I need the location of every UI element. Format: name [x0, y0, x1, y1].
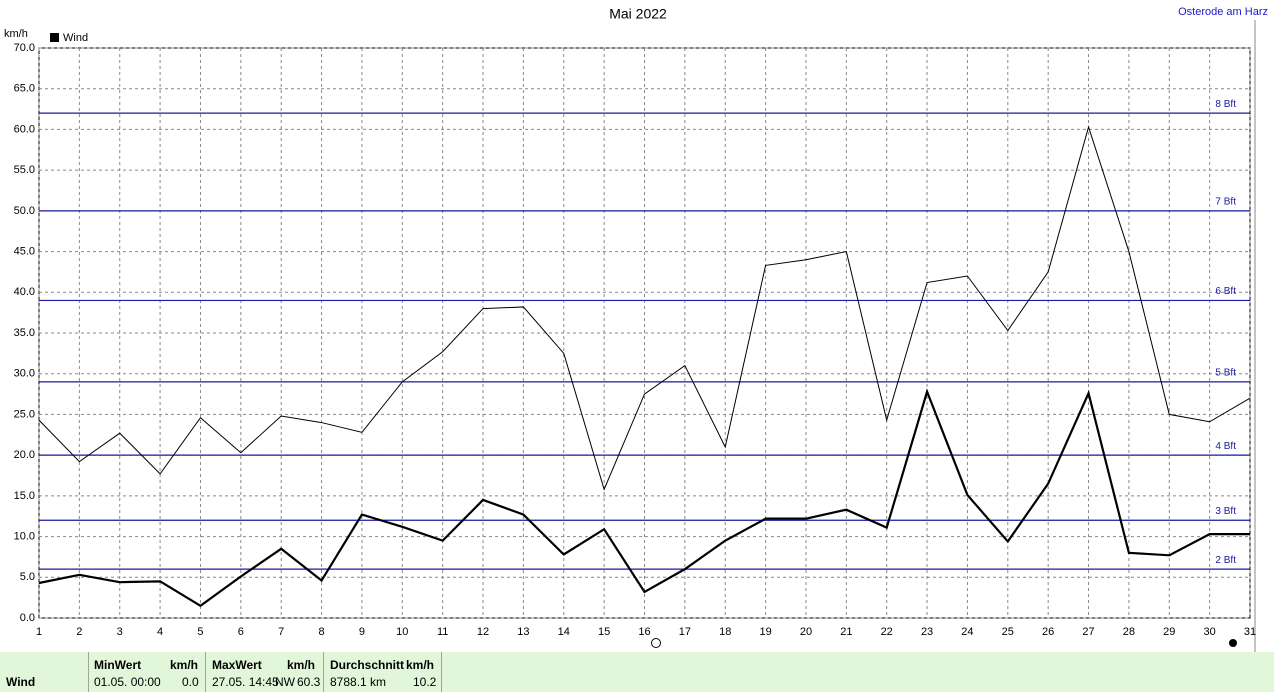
x-tick-label: 31 — [1244, 626, 1256, 638]
y-tick-label: 55.0 — [14, 164, 35, 176]
reference-label: 3 Bft — [1215, 506, 1236, 517]
x-tick-label: 13 — [517, 626, 529, 638]
x-tick-label: 6 — [238, 626, 244, 638]
x-tick-label: 25 — [1002, 626, 1014, 638]
x-tick-label: 26 — [1042, 626, 1054, 638]
separator — [88, 652, 89, 692]
x-tick-label: 9 — [359, 626, 365, 638]
x-tick-label: 7 — [278, 626, 284, 638]
x-tick-label: 1 — [36, 626, 42, 638]
x-tick-label: 14 — [558, 626, 570, 638]
icon — [651, 638, 661, 648]
x-tick-label: 15 — [598, 626, 610, 638]
x-tick-label: 18 — [719, 626, 731, 638]
y-tick-label: 40.0 — [14, 286, 35, 298]
y-tick-label: 0.0 — [20, 612, 35, 624]
reference-label: 4 Bft — [1215, 441, 1236, 452]
min-value: 0.0 — [182, 675, 199, 689]
y-tick-label: 60.0 — [14, 123, 35, 135]
avg-unit: km/h — [406, 658, 435, 672]
reference-label: 8 Bft — [1215, 99, 1236, 110]
chart-title: Mai 2022 — [609, 6, 667, 22]
footer: Wind MinWert km/h 01.05. 00:00 0.0 MaxWe… — [0, 652, 1274, 692]
x-tick-label: 22 — [881, 626, 893, 638]
x-tick-label: 2 — [76, 626, 82, 638]
x-tick-label: 27 — [1082, 626, 1094, 638]
x-tick-label: 11 — [437, 626, 448, 638]
avg-head: Durchschnitt — [330, 658, 405, 672]
max-dir: NW — [275, 675, 295, 689]
max-unit: km/h — [287, 658, 316, 672]
x-tick-label: 23 — [921, 626, 933, 638]
x-tick-label: 29 — [1163, 626, 1175, 638]
y-tick-label: 10.0 — [14, 530, 35, 542]
series-line — [38, 388, 1250, 608]
x-tick-label: 17 — [679, 626, 691, 638]
x-tick-label: 5 — [197, 626, 203, 638]
y-tick-label: 65.0 — [14, 83, 35, 95]
avg-value: 10.2 — [413, 675, 437, 689]
x-tick-label: 16 — [638, 626, 650, 638]
x-tick-label: 10 — [396, 626, 408, 638]
legend-label: Wind — [63, 32, 88, 44]
y-unit: km/h — [4, 28, 28, 40]
y-tick-label: 20.0 — [14, 449, 35, 461]
row-label: Wind — [6, 675, 36, 689]
x-tick-label: 3 — [117, 626, 123, 638]
y-tick-label: 70.0 — [14, 42, 35, 54]
x-tick-label: 21 — [840, 626, 852, 638]
reference-label: 6 Bft — [1215, 286, 1236, 297]
separator — [205, 652, 206, 692]
legend-swatch — [50, 33, 59, 42]
x-tick-label: 30 — [1204, 626, 1216, 638]
separator — [323, 652, 324, 692]
y-tick-label: 15.0 — [14, 490, 35, 502]
avg-distance: 8788.1 km — [330, 675, 387, 689]
series-line — [38, 125, 1251, 491]
x-tick-label: 8 — [319, 626, 325, 638]
x-tick-label: 19 — [759, 626, 771, 638]
min-unit: km/h — [170, 658, 199, 672]
max-time: 27.05. 14:45 — [212, 675, 279, 689]
y-tick-label: 5.0 — [20, 571, 35, 583]
separator — [441, 652, 442, 692]
reference-label: 7 Bft — [1215, 196, 1236, 207]
min-head: MinWert — [94, 658, 142, 672]
x-tick-label: 12 — [477, 626, 489, 638]
icon — [1229, 639, 1237, 647]
x-tick-label: 24 — [961, 626, 973, 638]
max-head: MaxWert — [212, 658, 262, 672]
location: Osterode am Harz — [1178, 6, 1268, 18]
x-tick-label: 4 — [157, 626, 163, 638]
reference-label: 5 Bft — [1215, 367, 1236, 378]
max-value: 60.3 — [297, 675, 321, 689]
y-tick-label: 50.0 — [14, 205, 35, 217]
y-tick-label: 25.0 — [14, 408, 35, 420]
y-tick-label: 35.0 — [14, 327, 35, 339]
reference-label: 2 Bft — [1215, 555, 1236, 566]
chart: Mai 2022 Osterode am Harz km/h Wind 0.0 5… — [4, 6, 1268, 652]
y-tick-label: 45.0 — [14, 245, 35, 257]
min-time: 01.05. 00:00 — [94, 675, 161, 689]
y-tick-label: 30.0 — [14, 368, 35, 380]
x-tick-label: 28 — [1123, 626, 1135, 638]
x-tick-label: 20 — [800, 626, 812, 638]
